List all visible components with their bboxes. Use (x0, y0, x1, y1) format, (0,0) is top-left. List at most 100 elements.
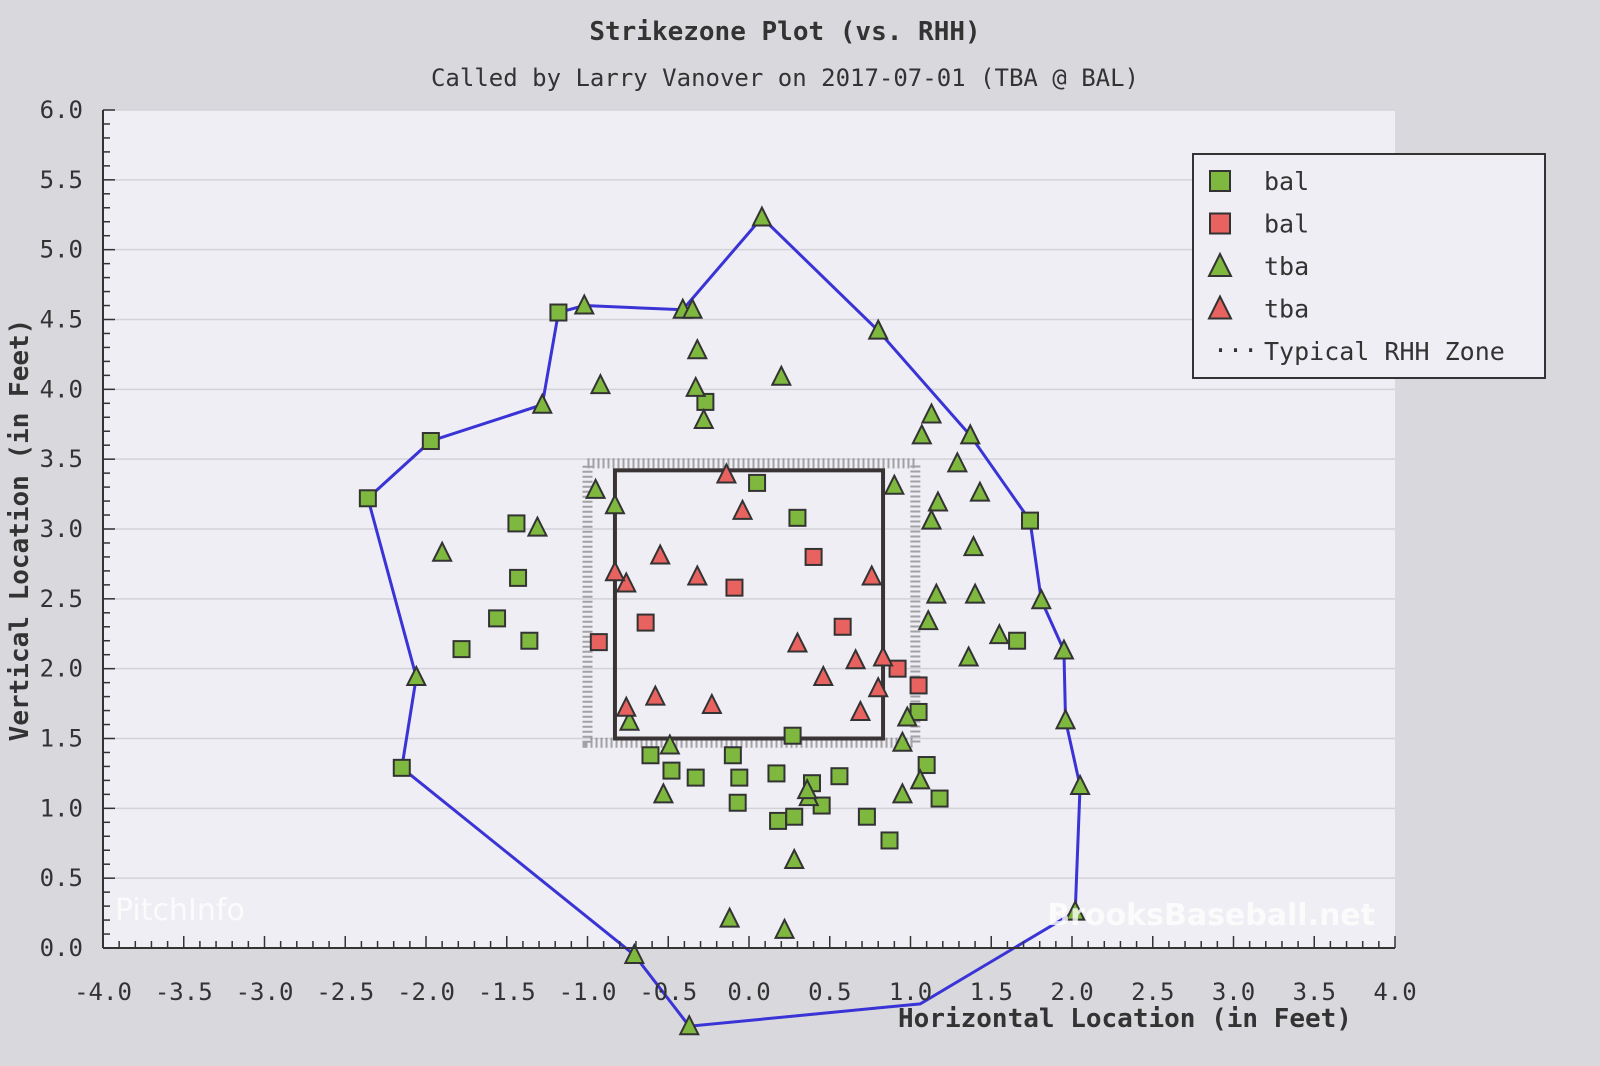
point-tba-green-triangle (969, 480, 991, 502)
point-tba-green-triangle (431, 540, 453, 562)
point-bal-green-square (520, 631, 539, 650)
point-tba-green-triangle (796, 777, 818, 800)
point-tba-green-triangle (911, 423, 933, 445)
y-tick-label: 3.5 (40, 445, 83, 473)
point-bal-green-square (785, 807, 804, 826)
legend-label: Typical RHH Zone (1264, 337, 1505, 366)
point-bal-green-square (857, 807, 876, 826)
point-tba-green-triangle (1030, 587, 1052, 610)
point-tba-green-triangle (896, 705, 918, 727)
x-tick-label: 1.0 (889, 978, 932, 1006)
point-tba-green-triangle (1054, 708, 1077, 730)
point-tba-green-triangle (652, 782, 675, 804)
x-tick-label: 2.0 (1050, 978, 1093, 1006)
point-tba-green-triangle (783, 847, 805, 870)
legend-box (1192, 153, 1546, 379)
point-tba-green-triangle (920, 402, 943, 424)
point-bal-green-square (1021, 511, 1040, 530)
x-tick-label: 3.5 (1293, 978, 1336, 1006)
chart-subtitle: Called by Larry Vanover on 2017-07-01 (T… (431, 64, 1139, 92)
y-tick-label: 6.0 (40, 96, 83, 124)
axes: 0.0 0.5 1.0 1.5 2.0 2.5 3.0 3.5 4.0 4.5 5.0 5.5 6.0 -… (40, 96, 1417, 1006)
x-tick-label: 2.5 (1131, 978, 1174, 1006)
point-tba-green-triangle (405, 664, 427, 687)
x-tick-label: 0.5 (808, 978, 851, 1006)
point-tba-green-triangle (751, 205, 773, 227)
strike-zone (582, 458, 921, 748)
point-bal-red-square (909, 676, 928, 695)
x-tick-label: 0.0 (727, 978, 770, 1006)
x-tick-label: -1.5 (478, 978, 536, 1006)
point-tba-green-triangle (925, 582, 947, 604)
point-tba-green-triangle (917, 608, 939, 631)
point-tba-green-triangle (526, 515, 549, 537)
chart-title: Strikezone Plot (vs. RHH) (589, 17, 980, 47)
point-tba-green-triangle (685, 375, 707, 397)
legend-dots-icon: ··· (1213, 336, 1258, 365)
point-tba-red-triangle (615, 695, 637, 717)
point-tba-green-triangle (770, 364, 792, 386)
point-tba-green-triangle (1064, 899, 1086, 921)
point-tba-red-triangle (844, 648, 867, 670)
point-tba-red-triangle (615, 571, 637, 593)
point-tba-green-triangle (867, 318, 889, 340)
y-axis-label: Vertical Location (in Feet) (5, 319, 35, 742)
point-bal-green-square (730, 768, 749, 787)
x-tick-label: -4.0 (74, 978, 132, 1006)
point-tba-green-triangle (693, 407, 715, 430)
point-bal-green-square (662, 761, 681, 780)
point-tba-red-triangle (701, 692, 723, 714)
point-bal-green-square (830, 767, 849, 786)
point-tba-green-triangle (883, 473, 905, 495)
point-bal-green-square (358, 489, 377, 508)
point-tba-green-triangle (678, 1013, 700, 1036)
point-tba-green-triangle (589, 372, 612, 395)
point-bal-green-square (641, 746, 660, 765)
y-tick-label: 5.0 (40, 236, 83, 264)
legend-square-icon (1209, 212, 1231, 235)
pitch-points (358, 205, 1091, 1036)
point-tba-green-triangle (659, 733, 681, 755)
point-bal-green-square (723, 746, 742, 765)
point-tba-green-triangle (686, 337, 708, 360)
point-bal-green-square (728, 793, 747, 812)
x-tick-label: -1.0 (559, 978, 617, 1006)
legend-label: bal (1264, 167, 1309, 196)
point-tba-green-triangle (604, 493, 626, 515)
watermark-pitchinfo: PitchInfo (115, 893, 245, 928)
y-tick-label: 0.5 (40, 864, 83, 892)
x-tick-label: -3.0 (236, 978, 294, 1006)
point-tba-red-triangle (786, 631, 809, 653)
point-tba-red-triangle (872, 645, 894, 667)
point-tba-green-triangle (891, 782, 914, 804)
point-tba-red-triangle (812, 664, 834, 687)
point-bal-green-square (767, 764, 786, 783)
legend-triangle-icon (1207, 251, 1233, 277)
point-bal-red-square (725, 578, 744, 597)
point-bal-green-square (488, 609, 507, 628)
point-tba-green-triangle (959, 423, 981, 445)
legend-square-icon (1209, 170, 1231, 192)
point-tba-red-triangle (715, 462, 738, 484)
point-tba-green-triangle (618, 709, 641, 731)
y-tick-label: 0.0 (40, 934, 83, 962)
point-bal-green-square (549, 303, 568, 322)
point-tba-green-triangle (773, 917, 796, 939)
point-tba-green-triangle (988, 622, 1010, 645)
legend-label: tba (1264, 252, 1309, 281)
x-tick-label: 1.5 (970, 978, 1013, 1006)
point-bal-green-square (930, 789, 949, 808)
point-tba-green-triangle (719, 906, 741, 928)
legend-triangle-icon (1207, 294, 1233, 320)
x-tick-label: 4.0 (1373, 978, 1416, 1006)
y-tick-label: 2.0 (40, 655, 83, 683)
zone-rect (612, 468, 886, 741)
y-tick-label: 4.5 (40, 306, 83, 334)
point-tba-green-triangle (623, 942, 645, 964)
point-bal-red-square (589, 633, 608, 652)
point-tba-green-triangle (681, 297, 704, 319)
point-bal-green-square (769, 811, 788, 830)
x-tick-label: -2.5 (316, 978, 374, 1006)
point-tba-green-triangle (958, 645, 980, 667)
